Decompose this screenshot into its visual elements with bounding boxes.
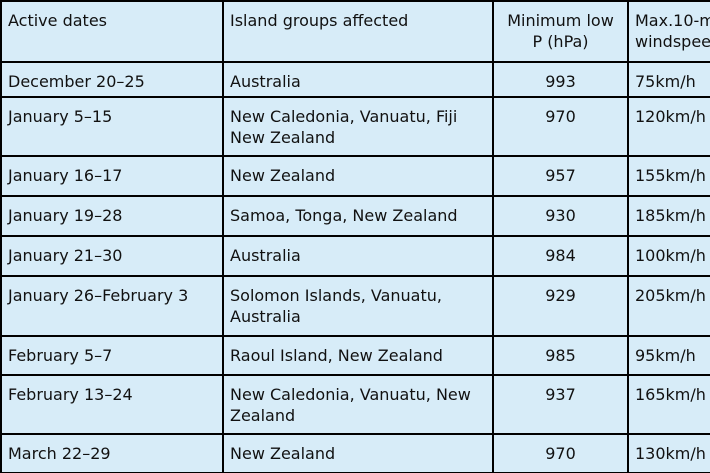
- table-cell: 937: [492, 374, 629, 435]
- table-cell: December 20–25: [0, 61, 224, 98]
- table-row: January 5–15 New Caledonia, Vanuatu, Fiji…: [0, 96, 710, 157]
- table-cell: 165km/h: [627, 374, 710, 435]
- table-cell: New Caledonia, Vanuatu, Fiji New Zealand: [222, 96, 494, 157]
- table-cell: 929: [492, 275, 629, 337]
- table-cell: February 5–7: [0, 335, 224, 376]
- table-row: March 22–29 New Zealand 970 130km/h: [0, 433, 710, 473]
- table-cell: January 19–28: [0, 195, 224, 237]
- table-cell: 130km/h: [627, 433, 710, 473]
- table-cell: 970: [492, 96, 629, 157]
- table-row: February 5–7 Raoul Island, New Zealand 985…: [0, 335, 710, 376]
- header-cell: Max.10-min windspeed: [627, 0, 710, 63]
- table-cell: January 21–30: [0, 235, 224, 277]
- table-cell: 957: [492, 155, 629, 197]
- table-cell: January 26–February 3: [0, 275, 224, 337]
- table-cell: Australia: [222, 61, 494, 98]
- table-row: December 20–25 Australia 993 75km/h: [0, 61, 710, 98]
- table-cell: New Zealand: [222, 433, 494, 473]
- table-cell: 100km/h: [627, 235, 710, 277]
- table-cell: February 13–24: [0, 374, 224, 435]
- table-cell: 984: [492, 235, 629, 277]
- table-row: January 26–February 3 Solomon Islands, Va…: [0, 275, 710, 337]
- table-cell: 185km/h: [627, 195, 710, 237]
- table-row: January 16–17 New Zealand 957 155km/h: [0, 155, 710, 197]
- header-cell: Minimum low P (hPa): [492, 0, 629, 63]
- table-cell: January 16–17: [0, 155, 224, 197]
- table-cell: 930: [492, 195, 629, 237]
- table-row: February 13–24 New Caledonia, Vanuatu, Ne…: [0, 374, 710, 435]
- table-row: January 19–28 Samoa, Tonga, New Zealand 93…: [0, 195, 710, 237]
- table-cell: 75km/h: [627, 61, 710, 98]
- table-cell: 985: [492, 335, 629, 376]
- table-cell: March 22–29: [0, 433, 224, 473]
- table-cell: 993: [492, 61, 629, 98]
- header-cell: Island groups affected: [222, 0, 494, 63]
- header-cell: Active dates: [0, 0, 224, 63]
- header-row: Active dates Island groups affected Minimu…: [0, 0, 710, 63]
- table-cell: Samoa, Tonga, New Zealand: [222, 195, 494, 237]
- table-cell: Solomon Islands, Vanuatu, Australia: [222, 275, 494, 337]
- table-cell: 155km/h: [627, 155, 710, 197]
- table-cell: 205km/h: [627, 275, 710, 337]
- table-cell: Raoul Island, New Zealand: [222, 335, 494, 376]
- table-cell: New Caledonia, Vanuatu, New Zealand: [222, 374, 494, 435]
- table-cell: 120km/h: [627, 96, 710, 157]
- table-row: January 21–30 Australia 984 100km/h: [0, 235, 710, 277]
- table-cell: 95km/h: [627, 335, 710, 376]
- table-cell: New Zealand: [222, 155, 494, 197]
- table-cell: January 5–15: [0, 96, 224, 157]
- table-cell: Australia: [222, 235, 494, 277]
- table-cell: 970: [492, 433, 629, 473]
